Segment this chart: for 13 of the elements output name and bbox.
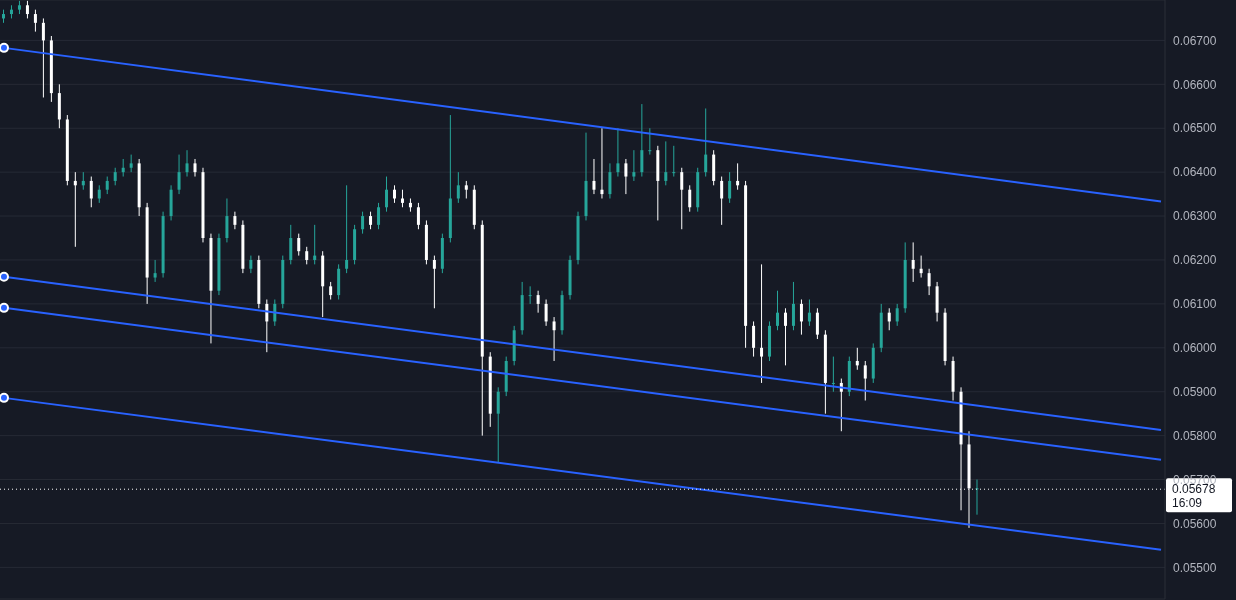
y-tick-label: 0.05500 [1173,560,1217,575]
y-tick-label: 0.06700 [1173,33,1217,48]
y-tick-label: 0.05800 [1173,428,1217,443]
y-tick-label: 0.05900 [1173,384,1217,399]
y-tick-label: 0.06400 [1173,165,1217,180]
y-tick-label: 0.06500 [1173,121,1217,136]
y-tick-label: 0.05600 [1173,516,1217,531]
y-tick-label: 0.06000 [1173,341,1217,356]
text: 16:09 [1172,496,1203,511]
y-tick-label: 0.06300 [1173,209,1217,224]
y-tick-label: 0.06200 [1173,253,1217,268]
y-tick-label: 0.06600 [1173,77,1217,92]
y-tick-label: 0.06100 [1173,297,1217,312]
